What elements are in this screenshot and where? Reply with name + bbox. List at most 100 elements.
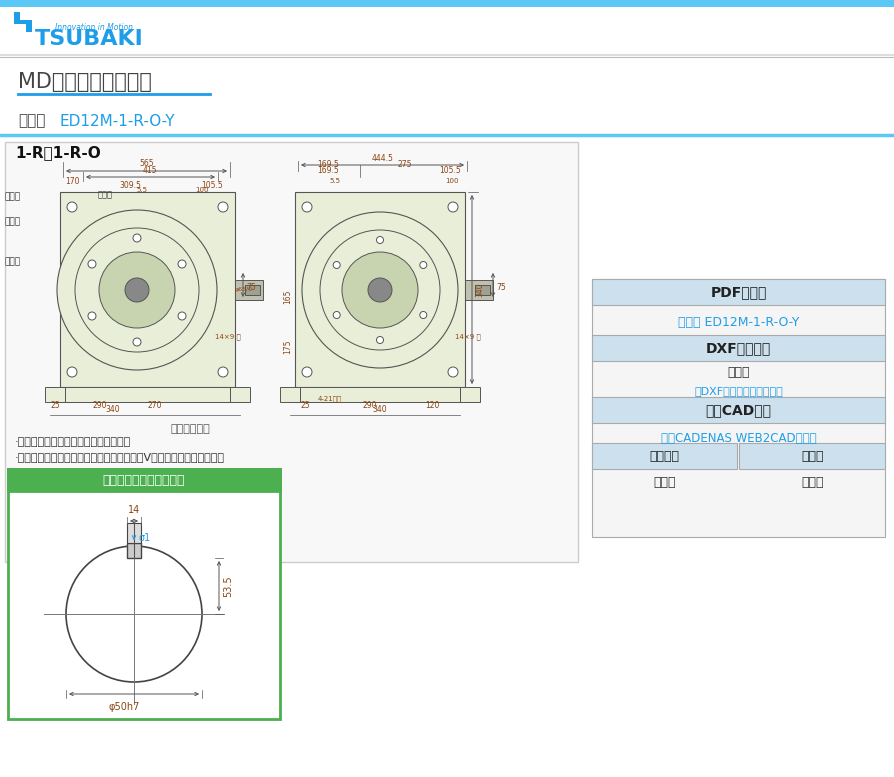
Circle shape <box>99 252 175 328</box>
Bar <box>65 387 230 402</box>
Bar <box>280 387 299 402</box>
Circle shape <box>178 312 186 320</box>
Text: TSUBAKI: TSUBAKI <box>35 29 144 49</box>
Text: 105.5: 105.5 <box>201 182 223 190</box>
Text: 170: 170 <box>64 177 80 186</box>
Circle shape <box>125 278 148 302</box>
Text: 25: 25 <box>50 400 60 409</box>
Circle shape <box>133 338 141 346</box>
Text: 请咨询: 请咨询 <box>727 367 749 379</box>
Circle shape <box>75 228 198 352</box>
Text: 进入CADENAS WEB2CAD的网页: 进入CADENAS WEB2CAD的网页 <box>660 433 815 445</box>
Text: Innovation in Motion: Innovation in Motion <box>55 23 133 33</box>
Bar <box>127 523 141 543</box>
Text: 340: 340 <box>105 406 120 414</box>
Text: 340: 340 <box>475 283 484 298</box>
Circle shape <box>419 262 426 269</box>
Text: 565: 565 <box>139 159 154 168</box>
Text: 【点击扩大】: 【点击扩大】 <box>170 424 209 434</box>
Circle shape <box>67 367 77 377</box>
Text: ·各螺塞，油标尺，减压阀，油塞为安装方式V（地面安装）时的位置。: ·各螺塞，油标尺，减压阀，油塞为安装方式V（地面安装）时的位置。 <box>15 452 224 462</box>
Bar <box>475 285 489 295</box>
Text: 型号：: 型号： <box>18 113 46 128</box>
Circle shape <box>448 367 458 377</box>
Bar <box>230 387 249 402</box>
Circle shape <box>448 202 458 212</box>
Text: 三维CAD数据: 三维CAD数据 <box>704 403 771 417</box>
Bar <box>8 469 280 719</box>
Text: 290: 290 <box>93 400 107 409</box>
Text: 放油塞: 放油塞 <box>5 257 21 267</box>
Bar <box>127 543 141 558</box>
Text: 请咨询: 请咨询 <box>800 476 822 490</box>
Text: PDF外形图: PDF外形图 <box>710 285 766 299</box>
Text: 100: 100 <box>444 178 459 184</box>
Text: 415: 415 <box>142 166 157 175</box>
Text: 53.5: 53.5 <box>223 575 232 597</box>
Text: 340: 340 <box>372 406 387 414</box>
Circle shape <box>218 367 228 377</box>
Bar <box>235 280 263 300</box>
Text: 290: 290 <box>362 400 377 409</box>
Bar <box>591 279 884 537</box>
Text: 油量计: 油量计 <box>5 218 21 227</box>
Circle shape <box>333 312 340 319</box>
Text: ED12M-1-R-O-Y: ED12M-1-R-O-Y <box>60 113 175 128</box>
Text: DXF图形数据: DXF图形数据 <box>705 341 771 355</box>
Circle shape <box>301 367 312 377</box>
Circle shape <box>320 230 440 350</box>
Circle shape <box>376 336 383 343</box>
Bar <box>295 192 465 387</box>
Text: 75: 75 <box>246 283 256 291</box>
Bar <box>591 279 884 305</box>
Circle shape <box>178 260 186 268</box>
Bar <box>591 335 884 361</box>
Text: 309.5: 309.5 <box>119 182 140 190</box>
Text: ·因键槽的相位与图纸不同，敬请注意。: ·因键槽的相位与图纸不同，敬请注意。 <box>15 437 131 447</box>
Circle shape <box>342 252 417 328</box>
Circle shape <box>88 260 96 268</box>
Text: 175: 175 <box>283 340 291 354</box>
Circle shape <box>376 236 383 243</box>
Text: 标准价格: 标准价格 <box>649 450 679 462</box>
Text: σ1: σ1 <box>139 533 151 543</box>
Circle shape <box>301 212 458 368</box>
Bar <box>60 192 235 387</box>
Text: 75: 75 <box>495 283 505 291</box>
Bar <box>45 387 65 402</box>
Text: （DXF数据一览请见此处）: （DXF数据一览请见此处） <box>694 386 782 396</box>
Text: 1-R、1-R-O: 1-R、1-R-O <box>15 145 101 161</box>
Circle shape <box>88 312 96 320</box>
Bar <box>299 387 460 402</box>
Circle shape <box>333 262 340 269</box>
Bar <box>591 397 884 423</box>
Bar <box>738 443 884 469</box>
Bar <box>460 387 479 402</box>
Bar <box>8 469 280 491</box>
Text: 5.5: 5.5 <box>137 187 148 193</box>
Text: φ65/0: φ65/0 <box>235 287 253 292</box>
Text: 油压蓋: 油压蓋 <box>97 190 113 200</box>
Bar <box>245 285 260 295</box>
Circle shape <box>367 278 392 302</box>
Text: 100: 100 <box>195 187 208 193</box>
Circle shape <box>419 312 426 319</box>
Text: 169.5: 169.5 <box>316 166 339 175</box>
Circle shape <box>57 210 216 370</box>
Text: 25: 25 <box>299 400 309 409</box>
Bar <box>591 443 737 469</box>
Text: φ50h7: φ50h7 <box>108 702 139 712</box>
Text: 14×9 键: 14×9 键 <box>215 333 240 340</box>
Text: 型号： ED12M-1-R-O-Y: 型号： ED12M-1-R-O-Y <box>677 316 798 329</box>
Bar <box>0 0 894 7</box>
Circle shape <box>67 202 77 212</box>
Circle shape <box>301 202 312 212</box>
Text: 120: 120 <box>425 400 439 409</box>
Bar <box>465 280 493 300</box>
Text: 请咨询: 请咨询 <box>653 476 675 490</box>
Circle shape <box>66 546 202 682</box>
Text: 5.5: 5.5 <box>329 178 340 184</box>
Text: 14: 14 <box>128 505 140 515</box>
Text: 275: 275 <box>397 160 412 169</box>
Text: 4-21钻孔: 4-21钻孔 <box>317 395 342 402</box>
